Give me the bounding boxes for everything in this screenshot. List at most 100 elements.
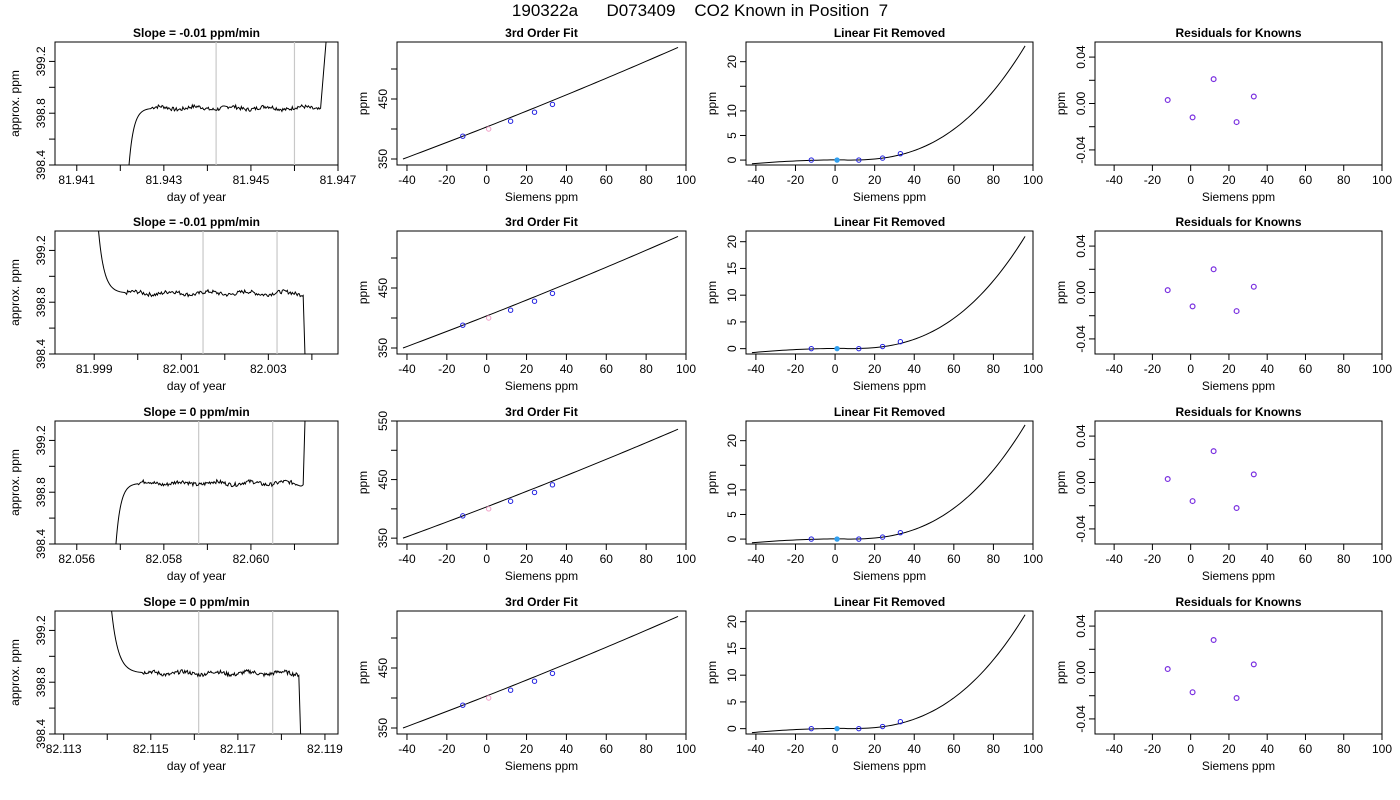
panel-r3-c3: Linear Fit Removed-40 -20 0 20 40 60 80 100Siem…	[705, 405, 1043, 583]
plot-frame	[54, 41, 339, 166]
known-point	[879, 343, 886, 350]
y-tick-label: 398.8	[34, 477, 48, 507]
y-tick-label: 0	[725, 345, 739, 352]
x-tick-label: 40	[908, 362, 922, 376]
known-point	[834, 536, 840, 542]
y-axis-label: ppm	[1054, 281, 1068, 304]
x-tick-label: 80	[987, 173, 1001, 187]
y-tick-label: 0	[725, 535, 739, 542]
y-axis-label: ppm	[705, 471, 719, 494]
x-tick-label: -20	[1144, 552, 1162, 566]
y-tick-label: 20	[725, 235, 739, 249]
plot-frame	[54, 610, 339, 735]
x-tick-label: 40	[908, 552, 922, 566]
known-point	[897, 529, 904, 536]
x-tick-label: 81.943	[145, 173, 182, 187]
x-tick-label: 100	[676, 173, 696, 187]
x-tick-label: -40	[747, 552, 765, 566]
y-tick-label: -0.04	[1074, 705, 1088, 733]
y-tick-label: 5	[725, 132, 739, 139]
x-tick-label: 0	[832, 742, 839, 756]
x-tick-label: 80	[639, 362, 653, 376]
y-tick-label: 10	[725, 104, 739, 118]
y-tick-label: 399.2	[34, 235, 48, 265]
panel-title: Slope = 0 ppm/min	[143, 595, 249, 609]
residual-point	[1189, 114, 1196, 121]
x-tick-label: 20	[868, 742, 882, 756]
x-tick-label: 40	[908, 173, 922, 187]
y-tick-label: 20	[725, 55, 739, 69]
y-tick-label: 450	[376, 278, 390, 298]
plot-area	[1164, 637, 1257, 702]
plot-area	[115, 421, 306, 544]
x-tick-label: -20	[438, 173, 456, 187]
panel-r2-c4: Residuals for Knowns -40 -20 0 20 40 60 80 100 Si…	[1054, 215, 1392, 393]
panel-r4-c4: Residuals for Knowns -40 -20 0 20 40 60 80 100 Si…	[1054, 595, 1392, 773]
residual-point	[1250, 661, 1257, 668]
x-tick-label: 80	[987, 552, 1001, 566]
known-point	[897, 339, 904, 345]
y-tick-label: 350	[376, 528, 390, 548]
residual-point	[1164, 666, 1171, 673]
known-point	[460, 133, 466, 139]
plot-area	[751, 614, 1026, 734]
panel-r1-c3: Linear Fit Removed-40 -20 0 20 40 60 80 100Siem…	[705, 26, 1043, 204]
x-axis-label: day of year	[167, 569, 226, 583]
plot-area	[1164, 76, 1257, 126]
plot-area	[402, 46, 679, 160]
x-tick-label: -20	[787, 742, 805, 756]
panel-title: 3rd Order Fit	[505, 405, 578, 419]
y-axis-label: ppm	[705, 661, 719, 684]
y-tick-label: -0.04	[1074, 325, 1088, 353]
x-tick-label: -40	[1105, 742, 1123, 756]
figure-title: 190322a D073409 CO2 Known in Position 7	[511, 1, 889, 20]
plot-frame	[396, 230, 687, 355]
panel-r2-c3: Linear Fit Removed-40 -20 0 20 40 60 80 100Siem…	[705, 215, 1043, 393]
panel-r2-c2: 3rd Order Fit -40 -20 0 20 40 60 80 100 Siemens p…	[356, 215, 696, 393]
x-tick-label: 82.001	[163, 362, 200, 376]
x-tick-label: 100	[1372, 362, 1392, 376]
fit-curve	[402, 615, 679, 729]
known-point	[531, 298, 538, 304]
residual-point	[1233, 308, 1240, 315]
x-tick-label: -40	[1105, 173, 1123, 187]
fit-curve	[402, 46, 679, 160]
x-tick-label: 60	[947, 173, 961, 187]
x-tick-label: 81.941	[58, 173, 95, 187]
known-point	[485, 126, 492, 132]
x-tick-label: 0	[1187, 552, 1194, 566]
known-point	[879, 155, 886, 161]
panel-title: 3rd Order Fit	[505, 215, 578, 229]
known-point	[531, 109, 538, 115]
x-tick-label: -20	[787, 362, 805, 376]
known-point	[856, 536, 862, 542]
known-point	[856, 725, 862, 732]
x-tick-label: 40	[1261, 362, 1275, 376]
x-tick-label: 100	[1023, 173, 1043, 187]
x-tick-label: 0	[1187, 362, 1194, 376]
plot-frame	[745, 610, 1034, 735]
y-tick-label: 450	[376, 469, 390, 489]
x-tick-label: 100	[1372, 742, 1392, 756]
panel-r3-c2: 3rd Order Fit -40 -20 0 20 40 60 80 100 Siemens p…	[356, 405, 696, 583]
y-tick-label: 399.2	[34, 615, 48, 645]
concentration-trace	[128, 42, 327, 165]
residual-point	[1164, 476, 1171, 483]
x-tick-label: 100	[1023, 362, 1043, 376]
plot-area	[98, 231, 306, 354]
residual-point	[1189, 689, 1196, 696]
x-tick-label: 40	[908, 742, 922, 756]
plot-frame	[1094, 230, 1383, 355]
x-tick-label: 40	[560, 173, 574, 187]
x-tick-label: 82.056	[58, 552, 95, 566]
x-tick-label: 100	[1023, 552, 1043, 566]
plot-frame	[396, 41, 687, 166]
y-axis-label: approx. ppm	[8, 449, 22, 516]
panel-title: Linear Fit Removed	[834, 405, 945, 419]
plot-frame	[745, 41, 1034, 166]
panel-r2-c1: Slope = -0.01 ppm/min 81.999 82.001 82.003 d…	[8, 215, 339, 393]
x-tick-label: -20	[438, 552, 456, 566]
x-axis-label: Siemens ppm	[505, 569, 578, 583]
y-tick-label: 398.4	[34, 339, 48, 369]
known-point	[507, 118, 514, 124]
